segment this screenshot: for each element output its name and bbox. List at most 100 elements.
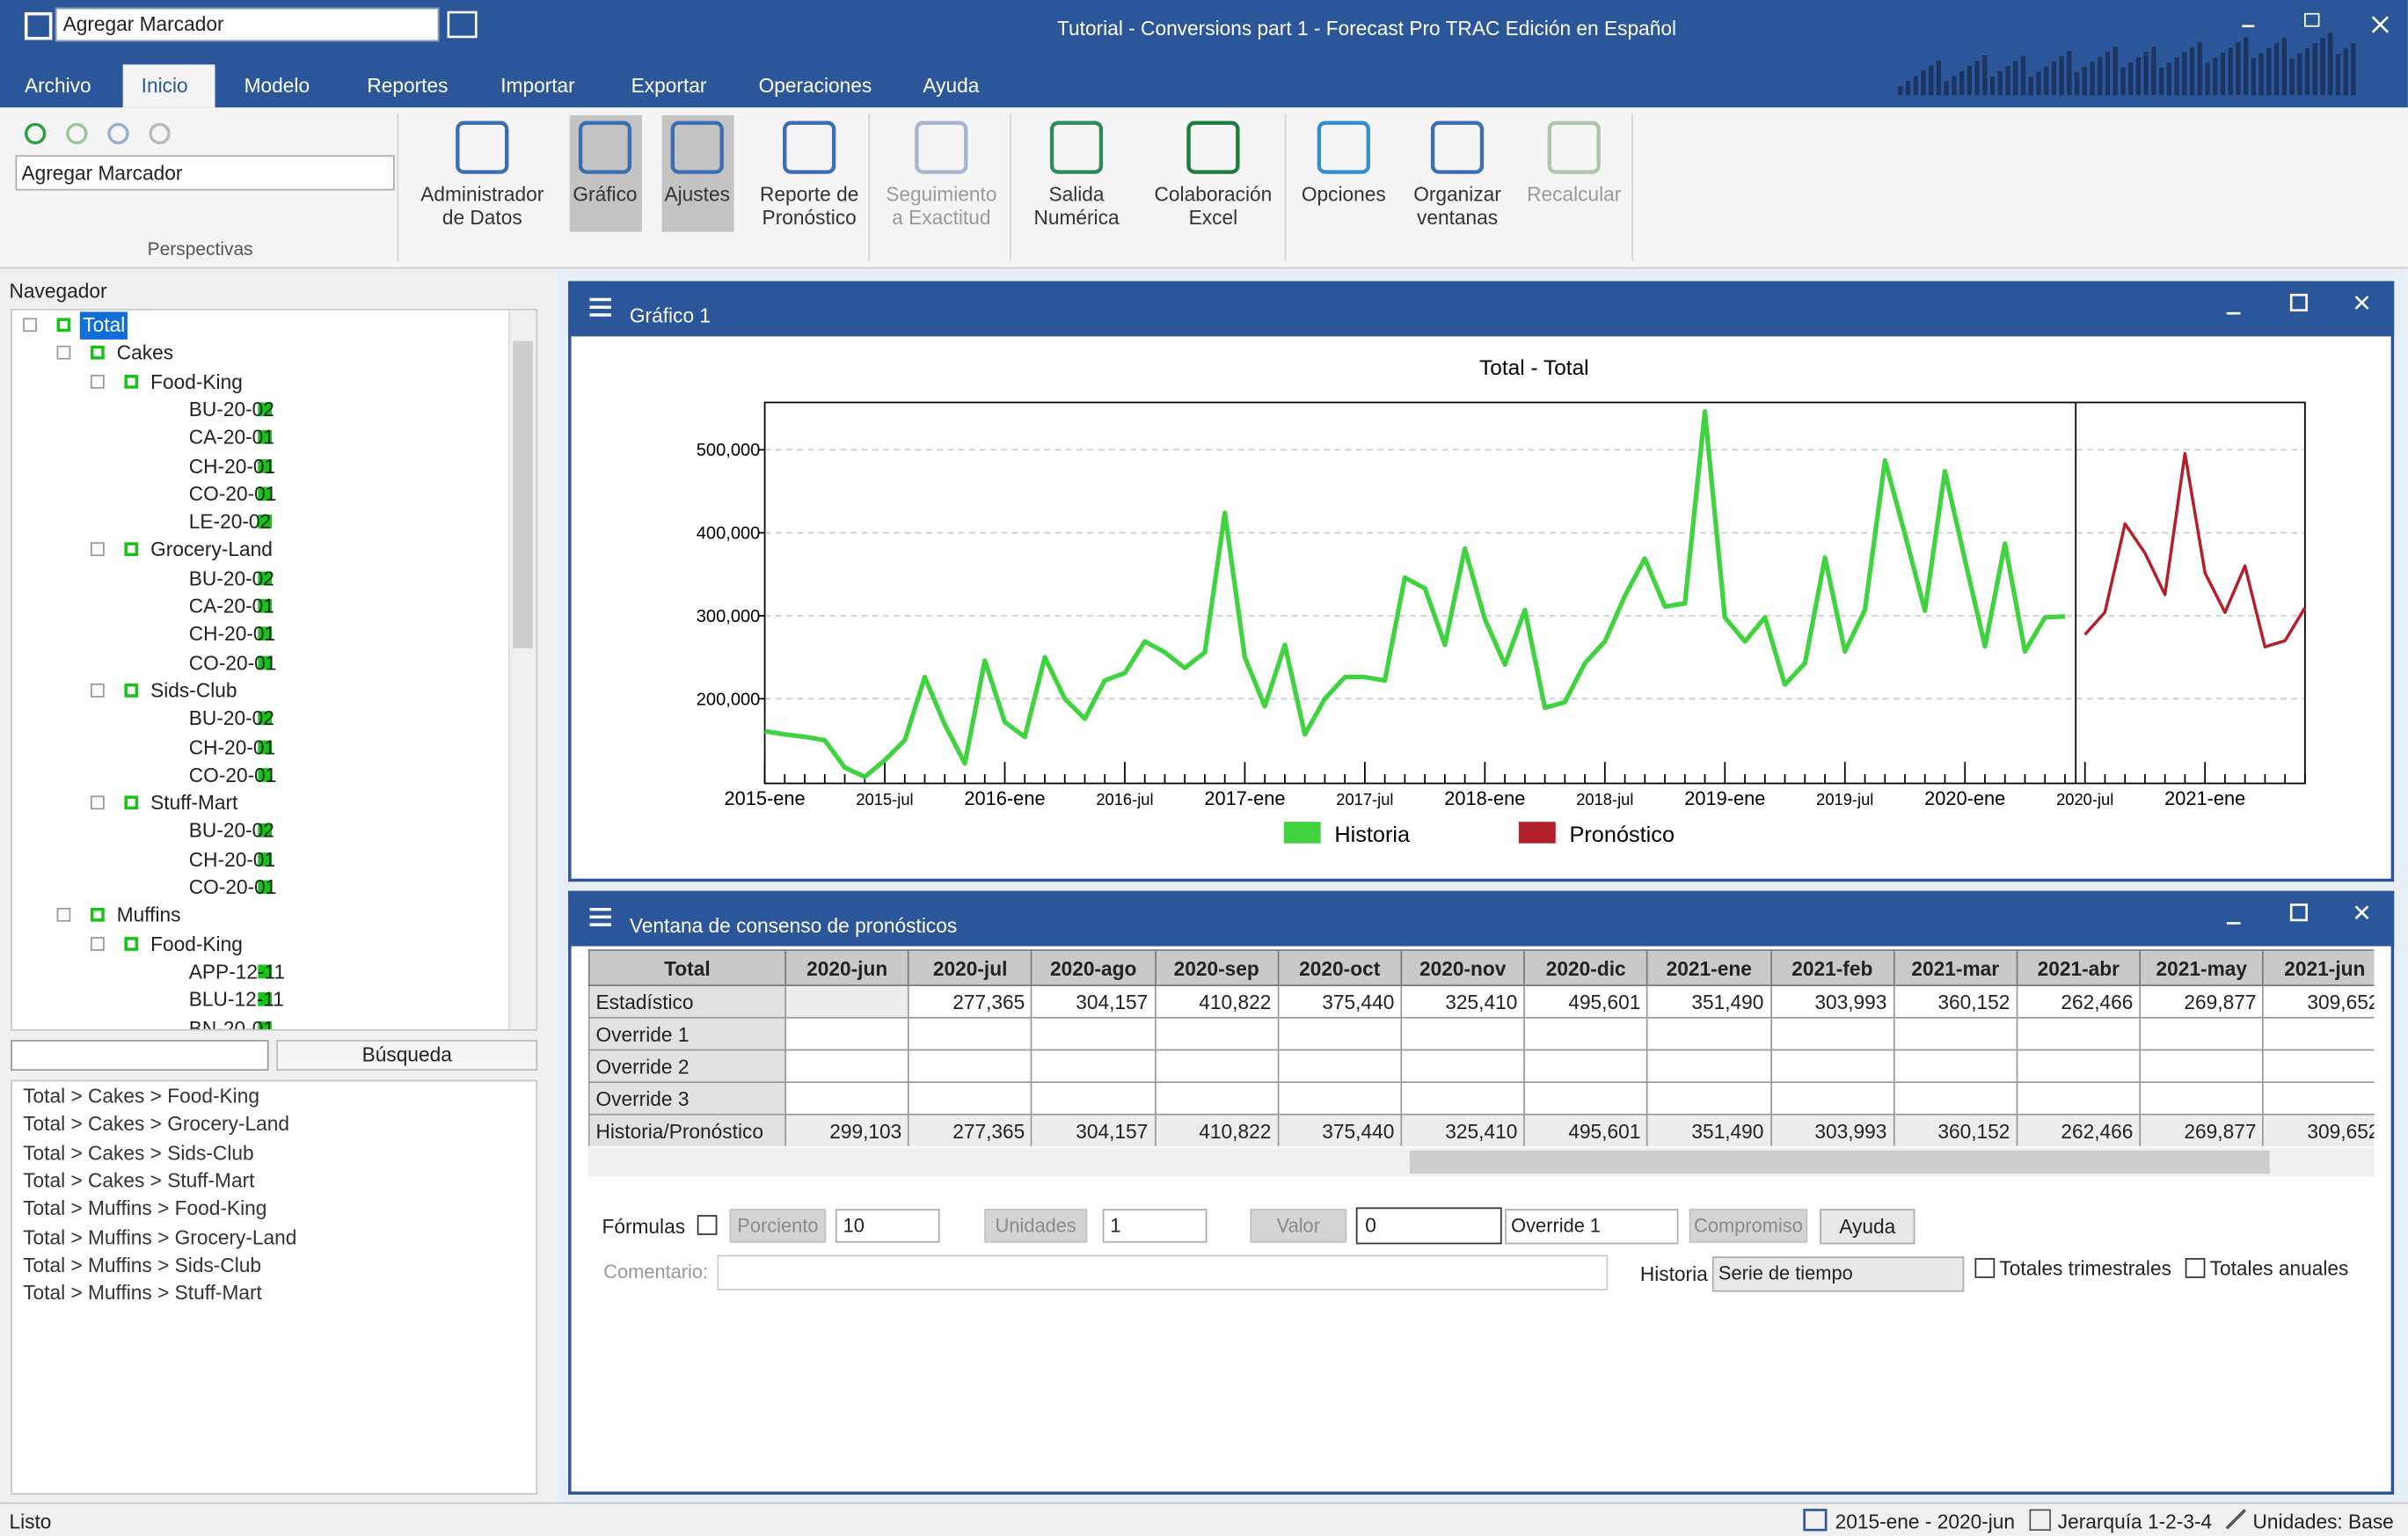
bookmark-item[interactable]: Total > Cakes > Food-King bbox=[23, 1085, 259, 1108]
checkbox[interactable] bbox=[697, 1215, 718, 1235]
bookmark-item[interactable]: Total > Muffins > Food-King bbox=[23, 1197, 266, 1220]
table-cell[interactable] bbox=[1894, 1018, 2017, 1050]
tree-node-label[interactable]: BU-20-02 bbox=[186, 818, 277, 845]
tree-node-label[interactable]: BU-20-02 bbox=[186, 565, 277, 592]
tree-toggle[interactable] bbox=[57, 908, 71, 922]
table-cell[interactable] bbox=[2017, 1082, 2140, 1115]
menu-item[interactable]: Inicio bbox=[142, 74, 188, 97]
table-cell[interactable] bbox=[1647, 1018, 1770, 1050]
table-cell[interactable] bbox=[1155, 1018, 1278, 1050]
table-cell[interactable] bbox=[1401, 1082, 1524, 1115]
tree-node-label[interactable]: Total bbox=[80, 311, 128, 339]
table-cell[interactable] bbox=[1032, 1082, 1155, 1115]
table-cell[interactable] bbox=[1278, 1082, 1401, 1115]
search-input[interactable] bbox=[11, 1040, 268, 1071]
table-cell[interactable] bbox=[2140, 1082, 2263, 1115]
tree-node-label[interactable]: Food-King bbox=[148, 930, 246, 957]
tree-node-label[interactable]: Sids-Club bbox=[148, 677, 240, 705]
table-cell[interactable] bbox=[1155, 1050, 1278, 1082]
menu-item[interactable]: Modelo bbox=[244, 74, 310, 97]
table-cell[interactable] bbox=[1894, 1082, 2017, 1115]
table-cell[interactable] bbox=[2263, 1050, 2374, 1082]
bookmark-item[interactable]: Total > Cakes > Stuff-Mart bbox=[23, 1169, 254, 1192]
ribbon-button-label[interactable]: Recalcular bbox=[1482, 183, 1667, 206]
tree-node-label[interactable]: APP-12-11 bbox=[186, 958, 288, 985]
tree-toggle[interactable] bbox=[91, 684, 105, 698]
bookmark-item[interactable]: Total > Muffins > Grocery-Land bbox=[23, 1225, 296, 1248]
override-select[interactable]: Override 1 bbox=[1505, 1209, 1678, 1244]
tree-node-label[interactable]: Food-King bbox=[148, 368, 246, 395]
table-cell[interactable] bbox=[1524, 1082, 1647, 1115]
tree-node-label[interactable]: BU-20-02 bbox=[186, 706, 277, 733]
menu-item[interactable]: Importar bbox=[500, 74, 575, 97]
bookmark-item[interactable]: Total > Muffins > Stuff-Mart bbox=[23, 1281, 262, 1304]
tree-node-label[interactable]: Stuff-Mart bbox=[148, 790, 241, 817]
table-cell[interactable] bbox=[1278, 1050, 1401, 1082]
form-field[interactable]: 1 bbox=[1103, 1209, 1208, 1242]
tree-toggle[interactable] bbox=[91, 796, 105, 810]
table-cell[interactable] bbox=[2263, 1082, 2374, 1115]
tree-node-label[interactable]: CA-20-01 bbox=[186, 424, 277, 451]
form-field[interactable]: Valor bbox=[1250, 1209, 1346, 1242]
table-cell[interactable] bbox=[1647, 1050, 1770, 1082]
table-cell[interactable] bbox=[2140, 1018, 2263, 1050]
table-cell[interactable] bbox=[785, 1018, 908, 1050]
tree-node-label[interactable]: CO-20-01 bbox=[186, 649, 280, 677]
menu-item[interactable]: Ayuda bbox=[923, 74, 979, 97]
tree-node-label[interactable]: Muffins bbox=[113, 902, 184, 929]
bookmark-item[interactable]: Total > Muffins > Sids-Club bbox=[23, 1253, 261, 1276]
table-cell[interactable] bbox=[785, 1050, 908, 1082]
ribbon-button-label[interactable]: ventanas bbox=[1365, 206, 1550, 229]
search-button[interactable]: Búsqueda bbox=[276, 1040, 537, 1071]
table-cell[interactable] bbox=[1278, 1018, 1401, 1050]
bookmark-dropdown[interactable]: Agregar Marcador bbox=[55, 8, 440, 41]
tree-node-label[interactable]: Cakes bbox=[113, 340, 176, 367]
form-field[interactable]: Unidades bbox=[984, 1209, 1087, 1242]
table-cell[interactable] bbox=[908, 1050, 1032, 1082]
bookmark-item[interactable]: Total > Cakes > Grocery-Land bbox=[23, 1113, 289, 1136]
table-cell[interactable] bbox=[2140, 1050, 2263, 1082]
table-cell[interactable] bbox=[785, 1082, 908, 1115]
checkbox[interactable] bbox=[1974, 1258, 1995, 1278]
table-cell[interactable] bbox=[1524, 1018, 1647, 1050]
comment-input[interactable] bbox=[717, 1255, 1608, 1291]
form-field[interactable]: Porciento bbox=[729, 1209, 826, 1242]
menu-item[interactable]: Reportes bbox=[367, 74, 448, 97]
tree-node-label[interactable]: CO-20-01 bbox=[186, 762, 280, 789]
perspective-dropdown[interactable]: Agregar Marcador bbox=[15, 155, 394, 190]
help-button[interactable]: Ayuda bbox=[1820, 1209, 1915, 1244]
table-cell[interactable] bbox=[1155, 1082, 1278, 1115]
ribbon-button-label[interactable]: Excel bbox=[1121, 206, 1306, 229]
history-select[interactable]: Serie de tiempo bbox=[1712, 1256, 1964, 1291]
tree-toggle[interactable] bbox=[91, 936, 105, 950]
bookmark-item[interactable]: Total > Cakes > Sids-Club bbox=[23, 1141, 253, 1164]
table-cell[interactable] bbox=[2263, 1018, 2374, 1050]
table-cell[interactable] bbox=[1770, 1050, 1894, 1082]
tree-node-label[interactable]: CO-20-01 bbox=[186, 480, 280, 508]
table-cell[interactable] bbox=[1770, 1082, 1894, 1115]
tree-toggle[interactable] bbox=[23, 318, 37, 332]
table-cell[interactable] bbox=[908, 1018, 1032, 1050]
tree-node-label[interactable]: BN-20-01 bbox=[186, 1014, 277, 1030]
tree-node-label[interactable]: CH-20-01 bbox=[186, 846, 278, 874]
tree-toggle[interactable] bbox=[91, 543, 105, 557]
table-cell[interactable] bbox=[1894, 1050, 2017, 1082]
table-cell[interactable] bbox=[2017, 1050, 2140, 1082]
table-cell[interactable] bbox=[1401, 1018, 1524, 1050]
tree-node-label[interactable]: CO-20-01 bbox=[186, 874, 280, 902]
table-cell[interactable] bbox=[1647, 1082, 1770, 1115]
tree-node-label[interactable]: CH-20-01 bbox=[186, 621, 278, 648]
tree-node-label[interactable]: BU-20-02 bbox=[186, 396, 277, 423]
ribbon-button-label[interactable]: de Datos bbox=[390, 206, 575, 229]
value-input[interactable]: 0 bbox=[1356, 1207, 1502, 1244]
table-cell[interactable] bbox=[1032, 1018, 1155, 1050]
menu-item[interactable]: Operaciones bbox=[759, 74, 872, 97]
table-cell[interactable] bbox=[1032, 1050, 1155, 1082]
tree-node-label[interactable]: CA-20-01 bbox=[186, 593, 277, 620]
tree-toggle[interactable] bbox=[57, 346, 71, 360]
table-cell[interactable] bbox=[1401, 1050, 1524, 1082]
tree-node-label[interactable]: BLU-12-11 bbox=[186, 986, 287, 1013]
tree-node-label[interactable]: LE-20-02 bbox=[186, 508, 274, 536]
menu-item[interactable]: Exportar bbox=[631, 74, 707, 97]
tree-node-label[interactable]: CH-20-01 bbox=[186, 734, 278, 761]
